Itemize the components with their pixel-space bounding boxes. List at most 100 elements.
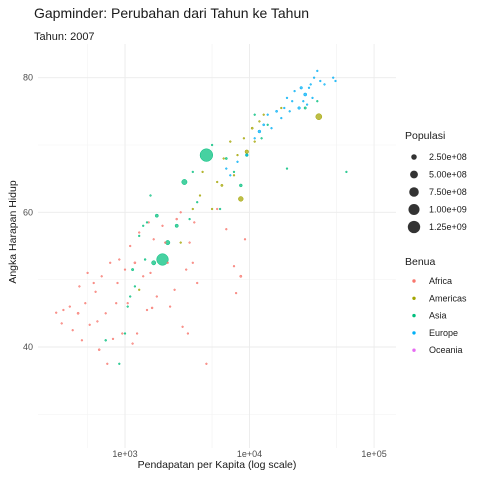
color-legend-key-africa: [412, 279, 416, 283]
data-point-asia: [151, 260, 157, 266]
data-point-africa: [232, 265, 236, 268]
data-point-europe: [245, 153, 248, 157]
data-point-europe: [299, 86, 303, 90]
data-point-asia: [266, 123, 269, 126]
size-legend-label: 7.50e+08: [429, 187, 467, 197]
data-point-africa: [161, 224, 164, 227]
data-point-americas: [201, 170, 204, 174]
size-legend-key: [410, 170, 418, 179]
color-legend-label: Europe: [429, 328, 458, 338]
y-axis-title: Angka Harapan Hidup: [7, 180, 19, 283]
data-point-americas: [216, 180, 219, 184]
data-point-africa: [234, 291, 238, 295]
data-point-asia: [123, 332, 127, 335]
data-point-africa: [193, 221, 196, 224]
color-legend-key-asia: [412, 313, 416, 318]
data-point-americas: [232, 174, 236, 177]
data-point-africa: [164, 241, 167, 244]
data-point-africa: [97, 348, 101, 351]
data-point-europe: [236, 160, 239, 163]
data-point-africa: [76, 311, 80, 315]
data-point-africa: [123, 268, 127, 271]
data-point-asia: [142, 224, 145, 227]
size-legend-title: Populasi: [405, 130, 445, 142]
size-legend-key: [411, 154, 417, 160]
data-point-europe: [285, 96, 289, 100]
data-point-africa: [100, 275, 103, 278]
data-point-asia: [145, 221, 149, 224]
data-point-africa: [88, 323, 91, 326]
data-point-asia: [239, 183, 243, 188]
data-point-europe: [275, 109, 278, 113]
data-point-europe: [270, 127, 273, 130]
y-tick-label: 80: [23, 73, 33, 83]
data-point-europe: [307, 86, 311, 89]
data-point-africa: [191, 261, 194, 264]
data-point-africa: [131, 342, 134, 345]
data-point-europe: [319, 79, 322, 83]
data-point-asia: [138, 234, 141, 238]
data-point-asia: [224, 157, 228, 160]
data-point-americas: [222, 157, 225, 160]
data-point-americas: [280, 106, 283, 110]
data-point-africa: [166, 261, 169, 264]
data-point-africa: [225, 228, 228, 231]
data-point-europe: [229, 174, 232, 177]
data-point-americas: [191, 207, 194, 211]
data-point-africa: [118, 258, 121, 261]
data-point-africa: [115, 302, 118, 305]
data-point-africa: [181, 325, 184, 328]
data-point-africa: [185, 268, 188, 271]
data-point-europe: [311, 96, 314, 100]
data-point-africa: [168, 305, 172, 308]
data-point-asia: [133, 285, 137, 288]
data-point-europe: [305, 103, 309, 106]
data-point-americas: [253, 140, 256, 143]
x-tick-label: 1e+04: [237, 449, 262, 459]
data-point-africa: [186, 332, 190, 335]
size-legend-label: 2.50e+08: [429, 152, 467, 162]
data-point-asia: [196, 201, 199, 204]
data-point-africa: [133, 261, 137, 265]
color-legend-label: Africa: [429, 276, 452, 286]
data-point-africa: [179, 211, 182, 214]
data-point-asia: [104, 339, 107, 342]
data-point-africa: [239, 274, 243, 278]
data-point-africa: [84, 302, 87, 305]
data-point-americas: [220, 183, 224, 187]
size-legend-key: [409, 187, 419, 197]
data-point-africa: [116, 281, 119, 285]
data-point-asia: [143, 258, 147, 261]
data-point-asia: [188, 217, 191, 221]
data-point-africa: [92, 281, 95, 285]
data-point-europe: [309, 83, 312, 86]
data-point-africa: [135, 332, 139, 335]
data-point-africa: [243, 238, 247, 241]
data-point-americas: [138, 288, 141, 291]
color-legend-label: Americas: [429, 293, 467, 303]
data-point-americas: [236, 153, 239, 157]
data-point-europe: [225, 167, 228, 170]
data-point-europe: [283, 106, 286, 110]
data-point-asia: [210, 143, 214, 147]
data-point-americas: [262, 113, 265, 116]
data-points: [55, 69, 348, 365]
size-legend-label: 5.00e+08: [429, 170, 467, 180]
data-point-asia: [174, 223, 179, 228]
data-point-americas: [238, 196, 244, 202]
data-point-africa: [150, 306, 154, 310]
size-legend-key: [407, 220, 421, 234]
data-point-europe: [297, 106, 301, 110]
color-legend-label: Oceania: [429, 345, 463, 355]
color-legend-title: Benua: [405, 256, 436, 268]
data-point-africa: [216, 207, 219, 211]
data-point-europe: [280, 116, 283, 120]
size-legend-label: 1.00e+09: [429, 205, 467, 215]
data-point-europe: [332, 76, 335, 79]
data-point-americas: [210, 207, 214, 211]
data-point-africa: [96, 320, 99, 323]
data-point-americas: [198, 194, 202, 197]
data-point-asia: [181, 179, 188, 185]
x-tick-label: 1e+03: [112, 449, 137, 459]
